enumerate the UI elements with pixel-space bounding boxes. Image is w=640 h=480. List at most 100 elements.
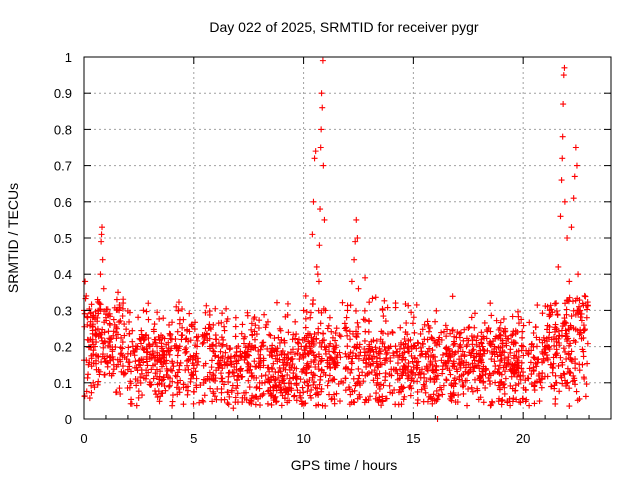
data-point [329,334,336,341]
data-point [554,350,561,357]
data-point [157,393,164,400]
data-point [377,381,384,388]
data-point [408,309,415,316]
data-point [482,367,489,374]
data-point [570,337,577,344]
data-point [499,396,506,403]
data-point [491,358,498,365]
data-point [239,394,246,401]
data-point [353,333,360,340]
data-point [573,162,580,169]
data-point [283,361,290,368]
data-point [385,344,392,351]
data-point [283,387,290,394]
data-point [117,391,124,398]
data-point [563,311,570,318]
data-point [228,353,235,360]
data-point [430,391,437,398]
data-point [124,350,131,357]
data-point [346,328,353,335]
data-point [561,64,568,71]
data-point [367,393,374,400]
data-point [166,383,172,390]
data-point [566,385,573,392]
data-point [555,263,562,270]
data-point [106,310,113,317]
data-point [92,326,99,333]
data-point [85,344,92,351]
data-point [560,345,567,352]
data-point [309,374,316,381]
data-point [299,384,306,391]
data-point [353,216,360,223]
data-point [225,401,232,408]
data-point [464,402,471,409]
data-point [396,345,403,352]
data-point [564,365,571,372]
data-point [536,371,543,378]
data-point [449,327,456,334]
data-point [439,366,446,373]
data-point [173,384,180,391]
data-point [126,384,133,391]
data-point [400,396,407,403]
data-point [110,316,117,323]
data-point [512,387,519,394]
data-point [182,367,189,374]
data-point [100,285,107,292]
data-point [304,388,311,395]
data-point [192,353,199,360]
data-point [158,343,165,350]
data-point [277,327,284,334]
data-point [313,402,320,409]
data-point [133,382,140,389]
data-point [206,311,213,318]
data-point [307,392,314,399]
data-point [201,392,208,399]
data-point [88,363,95,370]
data-point [556,332,563,339]
axis-ticks: 0 5 10 15 20 0 0.1 0.2 0.3 0.4 0.5 0.6 0.7 0.8 0.9 1 [54,50,611,446]
data-point [309,231,316,238]
data-point [176,362,183,369]
data-point [164,347,171,354]
data-point [82,278,89,285]
data-point [165,339,172,346]
data-point [466,323,473,330]
data-point [279,359,286,366]
data-point [293,380,300,387]
data-point [506,395,513,402]
data-point [158,390,165,397]
data-point [223,342,230,349]
data-point [126,318,133,325]
data-point [121,332,128,339]
data-point [390,350,397,357]
data-point [303,334,310,341]
data-point [105,342,112,349]
data-point [169,319,176,326]
data-point [526,319,533,326]
data-point [314,271,321,278]
data-point [370,377,377,384]
data-point [570,195,577,202]
data-point [355,365,362,372]
data-point [195,358,202,365]
data-point [495,365,502,372]
data-point [530,364,537,371]
data-point [548,306,555,313]
data-point [424,398,431,405]
data-point [471,334,478,341]
data-point [406,384,413,391]
data-point [315,278,322,285]
data-point [100,340,107,347]
data-point [347,391,354,398]
data-point [403,320,410,327]
data-point [548,336,555,343]
data-point [263,321,270,328]
data-point [207,385,214,392]
data-point [351,387,358,394]
data-point [584,360,591,367]
data-point [208,364,215,371]
data-point [377,361,384,368]
data-point [115,289,122,296]
